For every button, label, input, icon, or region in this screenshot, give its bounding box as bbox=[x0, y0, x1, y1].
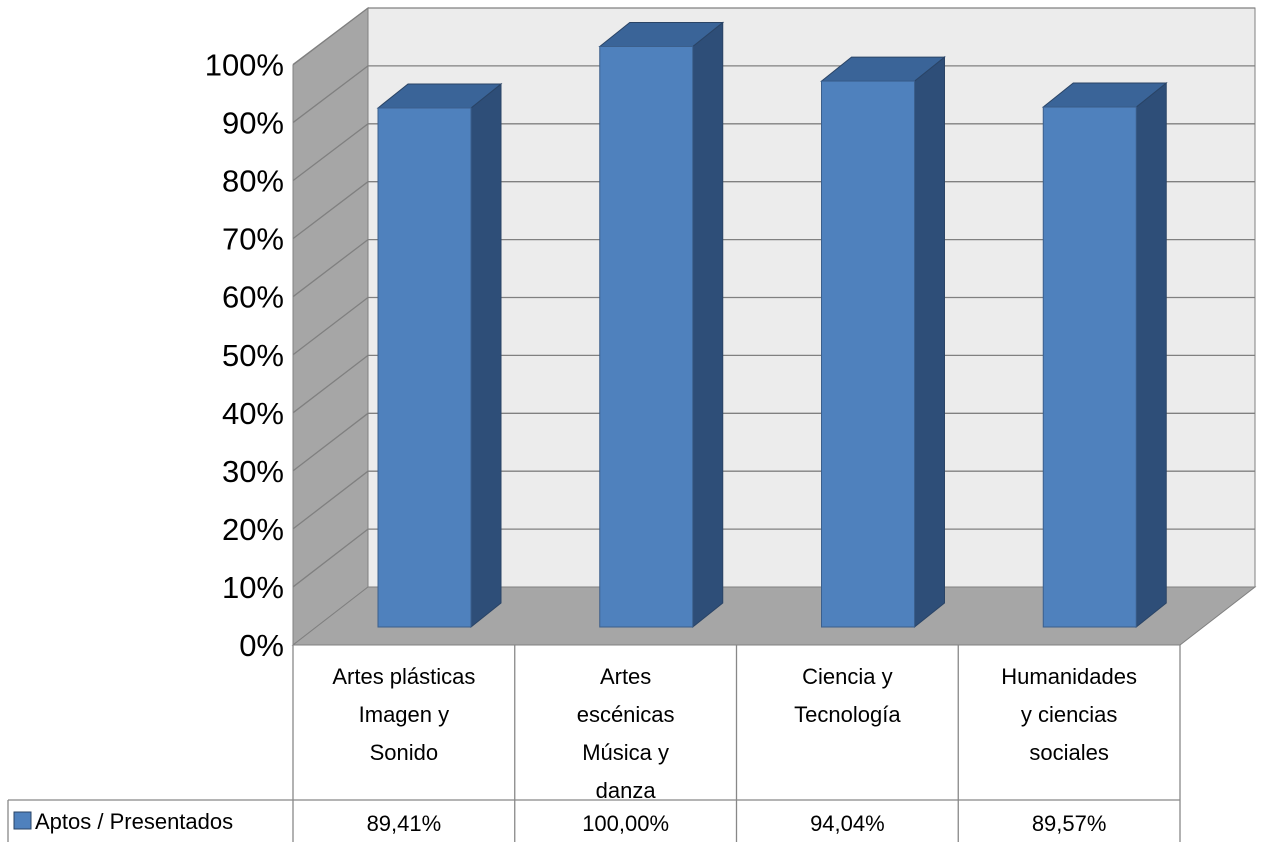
side-gridline bbox=[292, 528, 369, 588]
y-tick-label: 10% bbox=[222, 570, 284, 605]
y-tick-label: 60% bbox=[222, 280, 284, 315]
side-gridline bbox=[292, 470, 369, 530]
y-tick-label: 80% bbox=[222, 164, 284, 199]
bar bbox=[377, 107, 472, 628]
legend-swatch bbox=[13, 811, 32, 830]
bar-side bbox=[692, 21, 724, 629]
legend-label: Aptos / Presentados bbox=[35, 809, 233, 834]
side-gridline bbox=[292, 296, 369, 356]
side-gridline bbox=[292, 65, 369, 124]
y-tick-label: 100% bbox=[205, 48, 284, 83]
category-label: Artes plásticas bbox=[332, 664, 475, 689]
category-label: Ciencia y bbox=[802, 664, 892, 689]
bar bbox=[1042, 106, 1137, 628]
category-label: Música y bbox=[582, 740, 669, 765]
data-value-label: 100,00% bbox=[582, 811, 669, 836]
y-tick-label: 90% bbox=[222, 106, 284, 141]
category-label: escénicas bbox=[577, 702, 675, 727]
data-value-label: 89,41% bbox=[367, 811, 442, 836]
category-label: sociales bbox=[1029, 740, 1108, 765]
category-label: danza bbox=[596, 778, 657, 803]
data-value-label: 94,04% bbox=[810, 811, 885, 836]
side-gridline bbox=[292, 181, 369, 240]
y-tick-label: 70% bbox=[222, 222, 284, 257]
y-tick-label: 50% bbox=[222, 338, 284, 373]
category-label: Sonido bbox=[370, 740, 439, 765]
bar bbox=[599, 46, 694, 628]
bar-side bbox=[1135, 82, 1167, 629]
bar-side bbox=[470, 82, 502, 629]
floor bbox=[291, 586, 1257, 646]
data-value-label: 89,57% bbox=[1032, 811, 1107, 836]
category-label: Humanidades bbox=[1001, 664, 1137, 689]
category-label: y ciencias bbox=[1021, 702, 1118, 727]
side-gridline bbox=[292, 412, 369, 472]
bar-side bbox=[914, 56, 945, 629]
category-label: Artes bbox=[600, 664, 651, 689]
y-tick-label: 30% bbox=[222, 454, 284, 489]
category-label: Imagen y bbox=[359, 702, 450, 727]
y-tick-label: 40% bbox=[222, 396, 284, 431]
y-tick-label: 20% bbox=[222, 512, 284, 547]
side-gridline bbox=[292, 239, 369, 298]
side-gridline bbox=[292, 123, 369, 182]
bar bbox=[821, 80, 915, 628]
side-gridline bbox=[292, 354, 369, 414]
y-tick-label: 0% bbox=[239, 628, 284, 663]
side-gridline bbox=[292, 7, 369, 66]
category-label: Tecnología bbox=[794, 702, 901, 727]
